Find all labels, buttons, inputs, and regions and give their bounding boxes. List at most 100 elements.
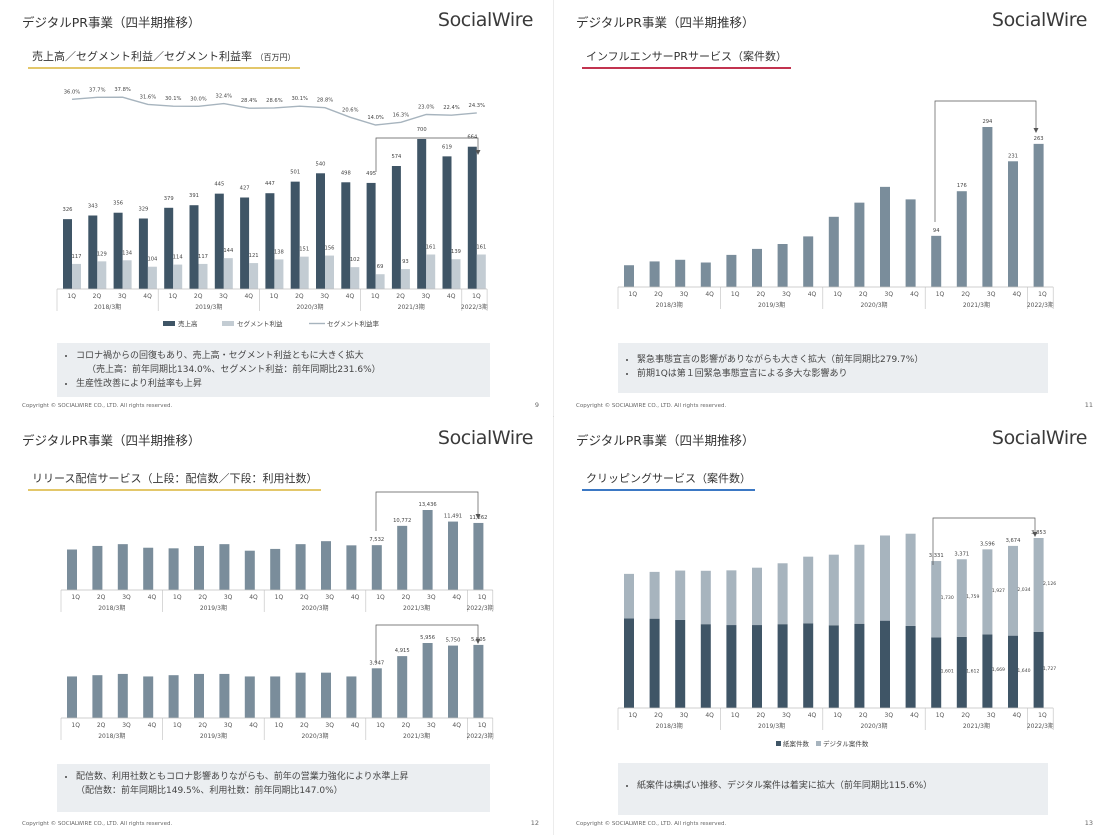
data-label-profit: 117 bbox=[72, 254, 82, 260]
x-tick-label: 2Q bbox=[295, 293, 304, 300]
data-label-profit: 114 bbox=[173, 255, 184, 261]
data-label-rate: 32.4% bbox=[216, 94, 233, 100]
bar-paper-cases bbox=[828, 625, 839, 708]
bar-digital-cases bbox=[828, 554, 839, 626]
x-tick-label: 1Q bbox=[376, 722, 385, 729]
note-box: 紙案件は横ばい推移、デジタル案件は着実に拡大（前年同期比115.6%） bbox=[618, 763, 1048, 815]
x-tick-label: 2Q bbox=[97, 722, 106, 729]
data-label: 13,436 bbox=[419, 502, 437, 508]
data-label-rate: 30.1% bbox=[291, 96, 308, 102]
bar-revenue bbox=[113, 212, 123, 289]
data-label-revenue: 326 bbox=[63, 207, 73, 213]
data-label: 7,532 bbox=[369, 537, 384, 543]
x-tick-label: 3Q bbox=[987, 712, 996, 719]
data-label-profit: 129 bbox=[97, 251, 107, 257]
bar-segment-profit bbox=[350, 267, 360, 289]
data-label-paper: 1,669 bbox=[992, 667, 1005, 673]
x-tick-label: 3Q bbox=[422, 293, 431, 300]
group-label: 2020/3期 bbox=[301, 732, 328, 740]
x-tick-label: 1Q bbox=[270, 293, 279, 300]
data-label: 263 bbox=[1034, 136, 1044, 142]
bar-revenue bbox=[189, 205, 199, 289]
bar-user-companies bbox=[244, 676, 255, 718]
x-tick-label: 1Q bbox=[629, 712, 638, 719]
bar-segment-profit bbox=[375, 274, 385, 289]
data-label-profit: 93 bbox=[402, 259, 409, 265]
data-label: 231 bbox=[1008, 153, 1018, 159]
data-label-rate: 28.4% bbox=[241, 98, 258, 104]
bar-release-count bbox=[473, 522, 484, 590]
data-label-rate: 23.0% bbox=[418, 105, 435, 111]
bar-digital-cases bbox=[956, 559, 967, 637]
bar-user-companies bbox=[448, 645, 458, 718]
bar-paper-cases bbox=[700, 624, 711, 708]
bracket-arrow bbox=[475, 514, 481, 519]
x-tick-label: 3Q bbox=[122, 594, 131, 601]
bar-influencer bbox=[880, 186, 890, 287]
x-tick-label: 4Q bbox=[143, 293, 152, 300]
x-tick-label: 1Q bbox=[833, 712, 842, 719]
x-tick-label: 2Q bbox=[194, 293, 203, 300]
x-tick-label: 4Q bbox=[910, 291, 919, 298]
bar-user-companies bbox=[117, 673, 128, 718]
data-label-paper: 1,601 bbox=[941, 669, 954, 675]
data-label-rate: 28.8% bbox=[317, 98, 334, 104]
x-tick-label: 3Q bbox=[325, 594, 334, 601]
group-label: 2022/3期 bbox=[461, 303, 488, 311]
data-label-profit: 144 bbox=[223, 248, 234, 254]
x-tick-label: 4Q bbox=[452, 594, 461, 601]
bar-release-count bbox=[295, 544, 306, 590]
bar-digital-cases bbox=[931, 561, 942, 638]
data-label-profit: 69 bbox=[377, 264, 384, 270]
bar-digital-cases bbox=[726, 570, 737, 626]
bar-paper-cases bbox=[803, 623, 814, 708]
bar-revenue bbox=[164, 207, 174, 289]
data-label-revenue: 427 bbox=[240, 186, 250, 192]
data-label-total: 3,596 bbox=[980, 541, 995, 547]
bar-release-count bbox=[371, 545, 382, 590]
bar-digital-cases bbox=[1033, 538, 1044, 632]
bar-influencer bbox=[624, 265, 634, 287]
bar-revenue bbox=[316, 173, 325, 289]
data-label-rate: 37.8% bbox=[114, 87, 131, 93]
note-item: 生産性改善により利益率も上昇 bbox=[76, 377, 482, 391]
data-label-paper: 1,640 bbox=[1017, 668, 1030, 674]
x-tick-label: 2Q bbox=[654, 712, 663, 719]
x-tick-label: 2Q bbox=[300, 594, 309, 601]
bar-influencer bbox=[982, 127, 993, 287]
data-label-profit: 121 bbox=[249, 253, 259, 259]
data-label-rate: 20.6% bbox=[342, 107, 359, 113]
release-chart: 7,53210,77213,43611,49111,2621Q2Q3Q4Q1Q2… bbox=[60, 491, 494, 740]
bar-release-count bbox=[422, 510, 433, 590]
legend-swatch-profit bbox=[222, 321, 234, 326]
x-tick-label: 2Q bbox=[93, 293, 102, 300]
bar-digital-cases bbox=[675, 570, 686, 620]
x-tick-label: 2Q bbox=[402, 594, 411, 601]
x-tick-label: 2Q bbox=[961, 291, 970, 298]
data-label-profit: 161 bbox=[476, 245, 486, 251]
slide-header: デジタルPR事業（四半期推移） bbox=[22, 433, 201, 448]
group-label: 2021/3期 bbox=[403, 732, 430, 740]
bar-segment-profit bbox=[451, 259, 461, 289]
bar-segment-profit bbox=[299, 256, 309, 289]
bar-influencer bbox=[854, 202, 865, 287]
data-label-profit: 161 bbox=[426, 245, 436, 251]
note-item: 配信数、利用社数ともコロナ影響ありながらも、前年の営業力強化により水準上昇 bbox=[76, 770, 482, 784]
slide-subtitle: インフルエンサーPRサービス（案件数） bbox=[582, 48, 791, 69]
data-label-rate: 28.6% bbox=[266, 98, 283, 104]
note-item: 紙案件は横ばい推移、デジタル案件は着実に拡大（前年同期比115.6%） bbox=[637, 779, 1040, 793]
bar-segment-profit bbox=[274, 259, 284, 289]
bar-user-companies bbox=[422, 643, 433, 718]
group-label: 2019/3期 bbox=[758, 722, 785, 730]
x-tick-label: 2Q bbox=[198, 594, 207, 601]
bar-revenue bbox=[214, 193, 224, 289]
bar-influencer bbox=[726, 254, 737, 287]
bar-revenue bbox=[240, 197, 250, 289]
bar-influencer bbox=[675, 259, 686, 287]
group-label: 2021/3期 bbox=[963, 722, 990, 730]
group-label: 2020/3期 bbox=[860, 722, 887, 730]
x-tick-label: 2Q bbox=[97, 594, 106, 601]
x-tick-label: 3Q bbox=[885, 712, 894, 719]
bracket-arrow bbox=[1032, 532, 1038, 537]
bar-digital-cases bbox=[700, 570, 711, 625]
